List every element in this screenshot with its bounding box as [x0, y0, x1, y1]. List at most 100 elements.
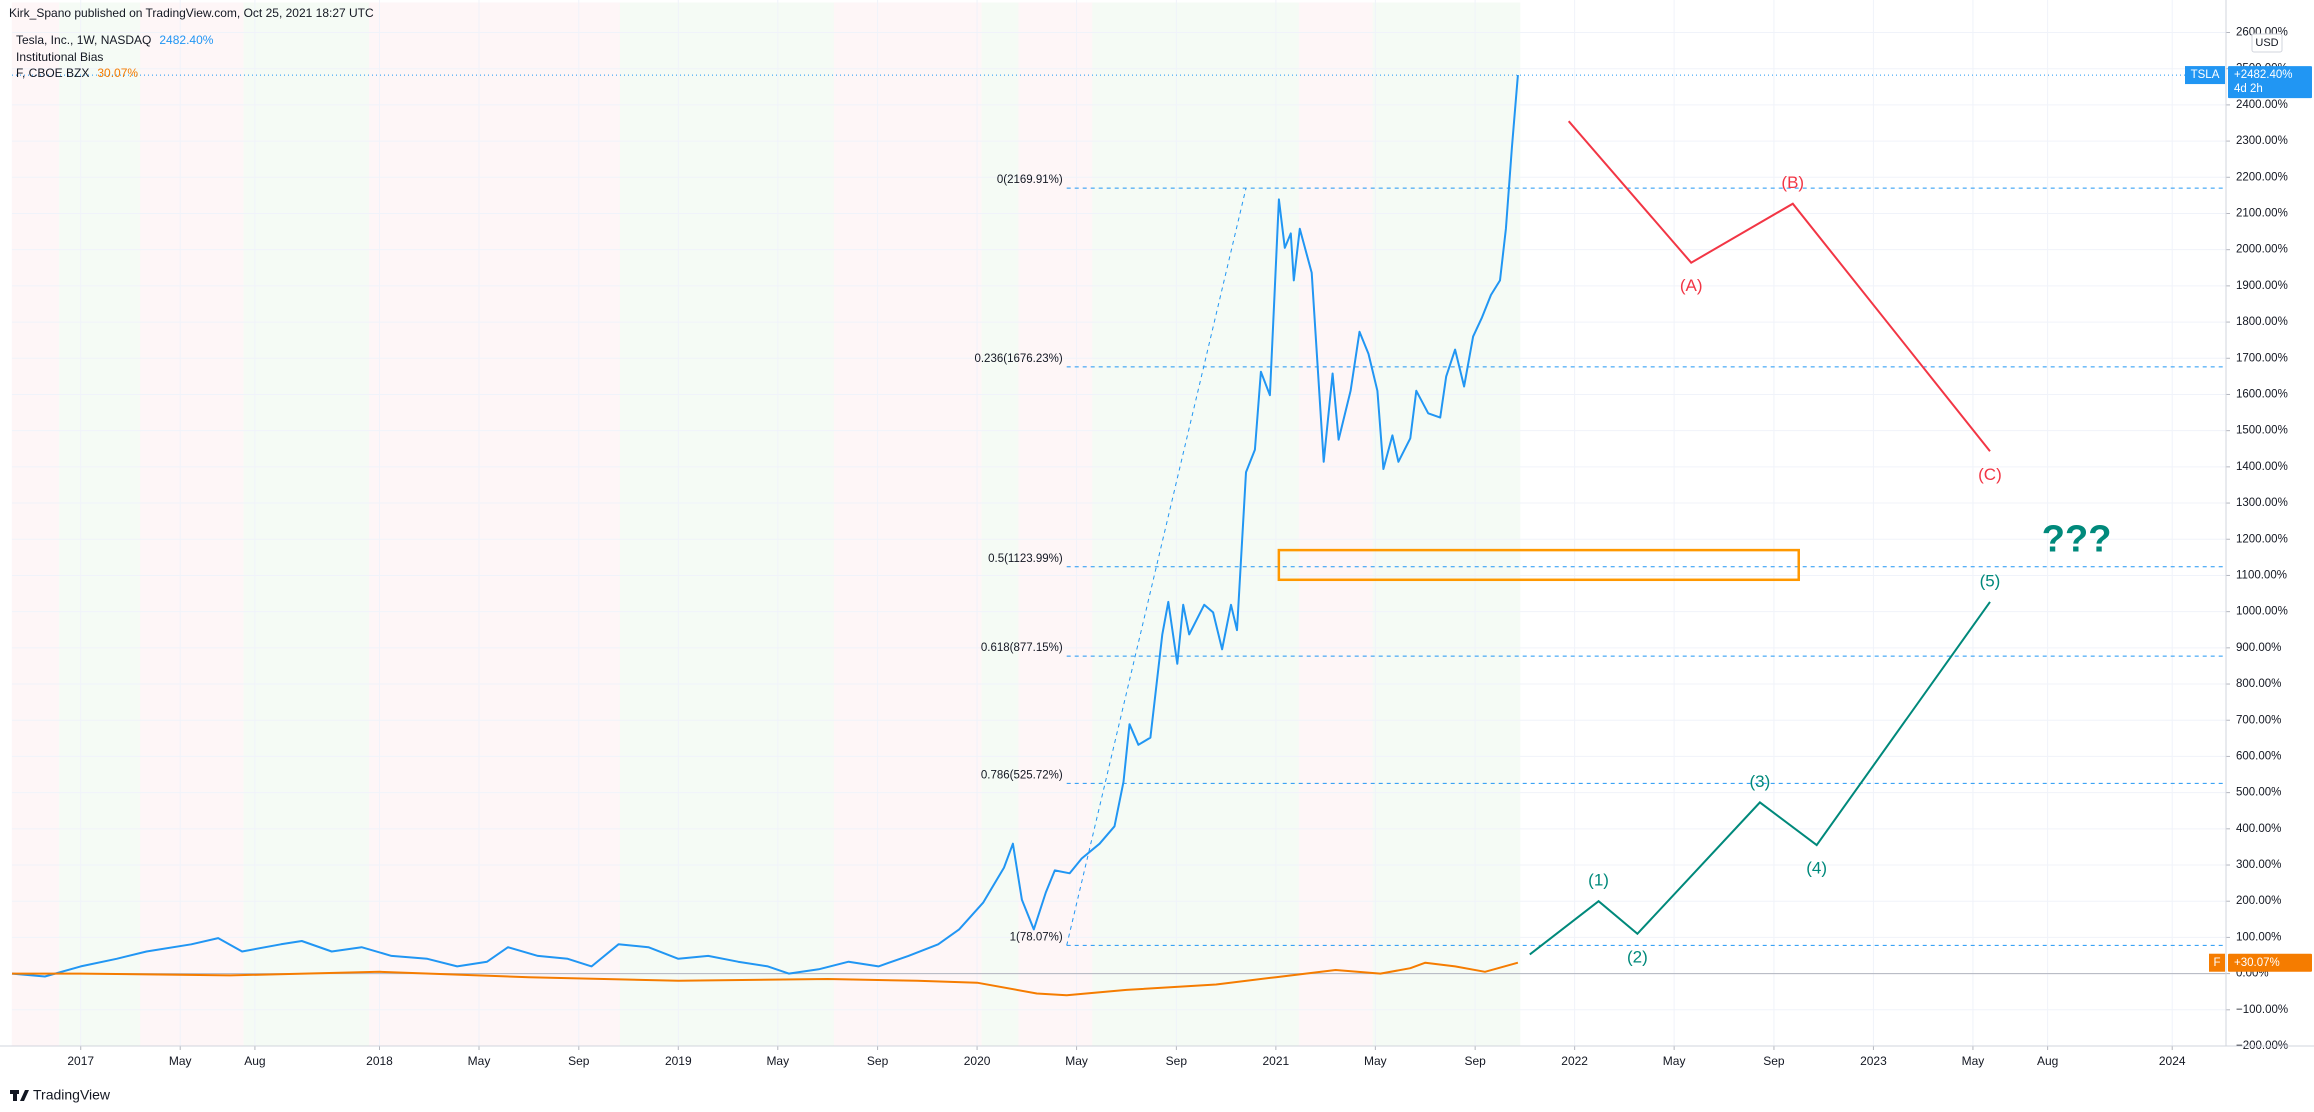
y-tick-label: 1500.00% [2236, 425, 2288, 437]
legend-f: F, CBOE BZX 30.07% [16, 66, 138, 80]
x-tick-label: May [1663, 1054, 1686, 1068]
x-tick-label: May [1962, 1054, 1985, 1068]
wave-label: (2) [1627, 947, 1648, 966]
x-tick-label: 2020 [964, 1054, 991, 1068]
indicator-name: Institutional Bias [16, 50, 103, 64]
tv-logo [10, 1090, 29, 1101]
y-tick-label: 300.00% [2236, 859, 2281, 871]
x-tick-label: Aug [2037, 1054, 2058, 1068]
wave-label: (3) [1750, 772, 1771, 791]
y-tick-label: 700.00% [2236, 714, 2281, 726]
legend-name: Tesla, Inc., 1W, NASDAQ [16, 33, 151, 47]
x-tick-label: Sep [568, 1054, 590, 1068]
value-tag: +2482.40% [2234, 69, 2293, 81]
currency-box[interactable] [2251, 33, 2283, 53]
plot: 0(2169.91%) 0.236(1676.23%) 0.5(1123.99%) 0… [11, 74, 2226, 997]
wave-label: (C) [1978, 465, 2002, 484]
wave-label: (A) [1680, 276, 1703, 295]
legend-value: 30.07% [97, 66, 138, 80]
y-tick-label: 200.00% [2236, 895, 2281, 907]
y-tick-label: 2300.00% [2236, 135, 2288, 147]
y-tick-label: 1000.00% [2236, 606, 2288, 618]
y-tick-label: 1100.00% [2236, 569, 2287, 581]
legend-value: 2482.40% [159, 33, 213, 47]
bias-band [1372, 2, 1521, 1046]
y-tick-label: 500.00% [2236, 787, 2281, 799]
y-tick-label: 2000.00% [2236, 244, 2288, 256]
x-tick-label: 2024 [2159, 1054, 2186, 1068]
wave-line [1567, 120, 1991, 452]
note: ??? [2042, 518, 2112, 560]
series-line [12, 961, 1519, 997]
bias-band [1092, 2, 1299, 1046]
grid [12, 0, 2226, 1047]
y-tick-label: 2200.00% [2236, 171, 2288, 183]
bias-band [833, 2, 982, 1046]
x-tick-label: Aug [244, 1054, 265, 1068]
wave-label: (B) [1781, 173, 1804, 192]
y-tick-label: 1600.00% [2236, 388, 2288, 400]
x-tick-label: May [1065, 1054, 1088, 1068]
bias-band [981, 2, 1019, 1046]
value-tag: +30.07% [2234, 957, 2280, 969]
x-tick-label: May [766, 1054, 789, 1068]
currency[interactable]: USD [2255, 37, 2278, 49]
symbol-tag: TSLA [2191, 69, 2220, 81]
y-tick-label: 900.00% [2236, 642, 2281, 654]
fib-trend [1066, 188, 1247, 946]
y-tick-label: 2400.00% [2236, 99, 2288, 111]
x-tick-label: May [169, 1054, 192, 1068]
x-tick-label: 2018 [366, 1054, 393, 1068]
bias-band [140, 2, 244, 1046]
fib-label: 0.5(1123.99%) [988, 553, 1063, 565]
y-tick-label: 600.00% [2236, 750, 2281, 762]
x-tick-label: Sep [1763, 1054, 1785, 1068]
bias-band [11, 2, 60, 1046]
fib-label: 0(2169.91%) [997, 174, 1063, 186]
fib-label: 1(78.07%) [1010, 931, 1063, 943]
y-tick-label: 1400.00% [2236, 461, 2288, 473]
y-tick-label: 2100.00% [2236, 208, 2288, 220]
wave-label: (1) [1588, 871, 1609, 890]
bias-bands [11, 2, 1521, 1046]
symbol-tag-bg [2185, 66, 2225, 85]
y-tick-label: 800.00% [2236, 678, 2281, 690]
bias-band [369, 2, 620, 1046]
wave-line [1529, 601, 1991, 956]
countdown: 4d 2h [2234, 83, 2263, 95]
y-tick-label: 100.00% [2236, 931, 2281, 943]
wave-label: (4) [1806, 859, 1827, 878]
symbol-tag-bg [2209, 953, 2225, 972]
bias-band [59, 2, 141, 1046]
x-tick-label: 2022 [1561, 1054, 1588, 1068]
fib-label: 0.618(877.15%) [981, 642, 1063, 654]
publisher: Kirk_Spano published on TradingView.com,… [9, 6, 374, 20]
bias-band [1018, 2, 1093, 1046]
x-tick-label: Sep [1166, 1054, 1188, 1068]
x-tick-label: 2019 [665, 1054, 692, 1068]
x-tick-label: May [468, 1054, 491, 1068]
y-tick-label: 1700.00% [2236, 352, 2288, 364]
bias-band [1298, 2, 1373, 1046]
value-tag-bg [2228, 953, 2312, 972]
y-tick-label: 1800.00% [2236, 316, 2288, 328]
brand: TradingView [33, 1087, 111, 1103]
series-line [11, 75, 1519, 978]
y-tick-label: 1900.00% [2236, 280, 2288, 292]
zone-box [1277, 548, 1800, 582]
bias-band [243, 2, 369, 1046]
axes: −200.00%−100.00%0.00%100.00%200.00%300.0… [0, 0, 2314, 1068]
legend-tsla: Tesla, Inc., 1W, NASDAQ 2482.40% [16, 33, 214, 47]
fib-label: 0.786(525.72%) [981, 769, 1063, 781]
x-tick-label: 2021 [1263, 1054, 1290, 1068]
symbol-tag: F [2213, 957, 2220, 969]
bias-band [619, 2, 834, 1046]
legend-name: F, CBOE BZX [16, 66, 89, 80]
x-tick-label: Sep [867, 1054, 889, 1068]
x-tick-label: 2017 [67, 1054, 94, 1068]
y-tick-label: −100.00% [2236, 1004, 2288, 1016]
fib-label: 0.236(1676.23%) [974, 353, 1062, 365]
